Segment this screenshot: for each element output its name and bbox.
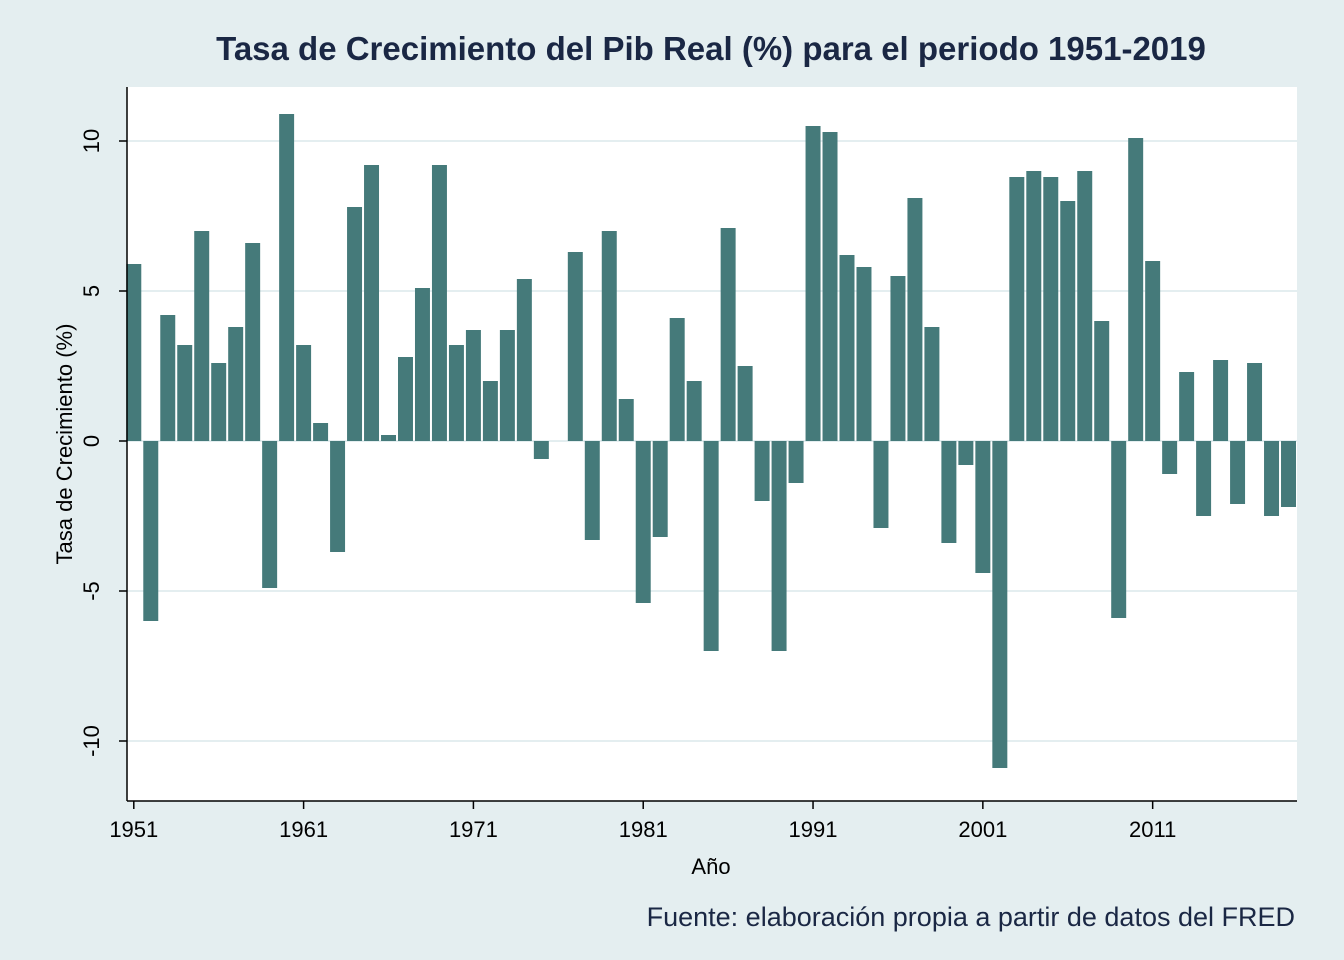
bar-1957 — [228, 327, 244, 441]
bar-2012 — [1162, 441, 1178, 474]
bar-1983 — [669, 318, 685, 441]
bar-1971 — [465, 330, 481, 441]
bar-1977 — [567, 252, 583, 441]
bar-1979 — [601, 231, 617, 441]
bar-2010 — [1128, 138, 1144, 441]
bar-1952 — [143, 441, 159, 621]
bar-1953 — [160, 315, 176, 441]
bar-1963 — [330, 441, 346, 552]
bar-1978 — [584, 441, 600, 540]
source-note: Fuente: elaboración propia a partir de d… — [647, 902, 1295, 932]
chart-title: Tasa de Crecimiento del Pib Real (%) par… — [216, 30, 1206, 67]
bar-1970 — [448, 345, 464, 441]
bar-1980 — [618, 399, 634, 441]
bar-1984 — [686, 381, 702, 441]
bar-2018 — [1264, 441, 1280, 516]
y-tick-label: 10 — [79, 129, 104, 153]
bar-2019 — [1281, 441, 1296, 507]
bar-1951 — [126, 264, 142, 441]
bar-1992 — [822, 132, 838, 441]
bar-1989 — [771, 441, 787, 651]
x-tick-label: 1971 — [449, 817, 498, 842]
bar-1996 — [890, 276, 906, 441]
y-axis-ticks: -10 -5 0 5 10 — [79, 129, 127, 757]
bar-1960 — [279, 114, 295, 441]
bar-1968 — [414, 288, 430, 441]
bar-1993 — [839, 255, 855, 441]
y-tick-label: 5 — [79, 285, 104, 297]
x-tick-label: 2001 — [958, 817, 1007, 842]
bar-2014 — [1196, 441, 1212, 516]
bar-1969 — [431, 165, 447, 441]
bar-2007 — [1077, 171, 1093, 441]
bar-1987 — [737, 366, 753, 441]
x-axis-ticks: 1951 1961 1971 1981 1991 2001 2011 — [109, 801, 1176, 842]
bar-2013 — [1179, 372, 1195, 441]
x-tick-label: 1981 — [619, 817, 668, 842]
bar-1961 — [296, 345, 312, 441]
bar-1999 — [941, 441, 957, 543]
bar-2002 — [992, 441, 1008, 768]
bar-1964 — [347, 207, 363, 441]
bar-2015 — [1213, 360, 1229, 441]
bar-1955 — [194, 231, 210, 441]
bar-1994 — [856, 267, 872, 441]
x-tick-label: 1961 — [279, 817, 328, 842]
y-tick-label: -10 — [79, 725, 104, 757]
bar-1972 — [482, 381, 498, 441]
bar-1965 — [364, 165, 380, 441]
y-tick-label: 0 — [79, 435, 104, 447]
bar-1974 — [516, 279, 532, 441]
bar-1966 — [381, 435, 396, 441]
x-axis-label: Año — [691, 854, 730, 879]
bar-1988 — [754, 441, 770, 501]
bar-1990 — [788, 441, 804, 483]
bar-1962 — [313, 423, 329, 441]
bar-1986 — [720, 228, 736, 441]
y-tick-label: -5 — [79, 581, 104, 601]
y-axis-label: Tasa de Crecimiento (%) — [52, 324, 77, 565]
bar-1995 — [873, 441, 889, 528]
bar-1981 — [635, 441, 651, 603]
bar-2017 — [1247, 363, 1263, 441]
bar-1973 — [499, 330, 515, 441]
bar-1967 — [398, 357, 413, 441]
x-tick-label: 1951 — [109, 817, 158, 842]
bar-2008 — [1094, 321, 1110, 441]
bars — [126, 114, 1296, 768]
x-tick-label: 2011 — [1129, 817, 1176, 842]
bar-2006 — [1060, 201, 1076, 441]
bar-1985 — [703, 441, 719, 651]
bar-1956 — [211, 363, 227, 441]
bar-1975 — [533, 441, 549, 459]
bar-1991 — [805, 126, 821, 441]
bar-2004 — [1026, 171, 1042, 441]
bar-1959 — [262, 441, 278, 588]
bar-2000 — [958, 441, 974, 465]
bar-1958 — [245, 243, 261, 441]
bar-2003 — [1009, 177, 1025, 441]
x-tick-label: 1991 — [789, 817, 838, 842]
bar-1982 — [652, 441, 668, 537]
bar-2016 — [1230, 441, 1246, 504]
bar-2001 — [975, 441, 991, 573]
bar-2011 — [1145, 261, 1161, 441]
bar-1954 — [177, 345, 193, 441]
bar-1997 — [907, 198, 923, 441]
bar-1998 — [924, 327, 940, 441]
bar-2005 — [1043, 177, 1059, 441]
bar-2009 — [1111, 441, 1127, 618]
